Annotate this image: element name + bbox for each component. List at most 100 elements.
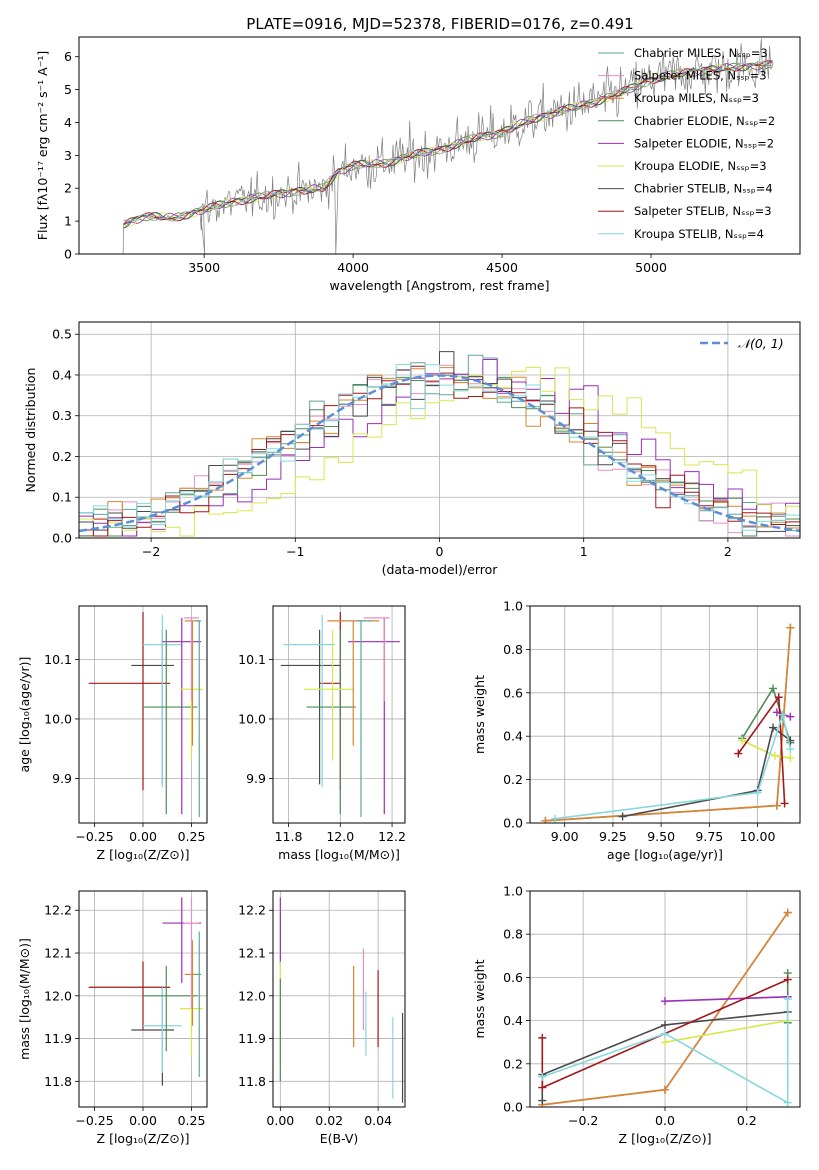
y-tick-label: 12.1 <box>44 946 72 961</box>
axes-age-vs-Z: −0.25 0.00 0.25 9.9 10.0 10.1 Z [log₁₀(Z/Z⊙)] a… <box>17 605 208 862</box>
model-spectrum-line <box>123 60 773 229</box>
weight-marker <box>538 1083 547 1092</box>
x-tick-label: 2 <box>724 544 732 559</box>
legend-entry: 𝒩(0, 1) <box>738 336 784 351</box>
histogram-steps <box>79 365 800 537</box>
weight-marker <box>661 997 669 1006</box>
spectrum-legend: Chabrier MILES, Nₛₛₚ=3 Salpeter MILES, Nₛ… <box>598 46 775 241</box>
y-tick-label: 0.6 <box>503 685 523 700</box>
x-axis-label: E(B-V) <box>320 1131 359 1146</box>
y-tick-label: 1.0 <box>503 884 523 899</box>
weight-marker <box>538 1072 547 1081</box>
y-tick-label: 0 <box>64 247 72 262</box>
weight-marker <box>774 693 783 702</box>
y-tick-label: 11.8 <box>238 1074 266 1089</box>
weight-marker <box>772 801 781 810</box>
y-tick-label: 10.0 <box>238 711 266 726</box>
y-tick-label: 10.1 <box>44 652 72 667</box>
x-tick-label: −0.25 <box>75 1113 113 1128</box>
x-tick-label: −2 <box>142 544 160 559</box>
y-axis-label: age [log₁₀(age/yr)] <box>17 657 32 773</box>
weight-marker <box>541 816 550 823</box>
y-tick-label: 9.9 <box>52 771 72 786</box>
x-axis-label: Z [log₁₀(Z/Z⊙)] <box>619 1131 712 1146</box>
x-tick-label: 1 <box>580 544 588 559</box>
y-axis-label: mass [log₁₀(M/M⊙)] <box>17 938 32 1060</box>
x-tick-label: 0.0 <box>655 1113 675 1128</box>
axes-spectrum: 3500 4000 4500 5000 0 1 2 3 4 5 6 wavelength [Angst… <box>35 36 801 293</box>
legend-entry: Kroupa STELIB, Nₛₛₚ=4 <box>634 227 764 241</box>
y-tick-label: 0.0 <box>503 816 523 831</box>
legend-entry: Salpeter STELIB, Nₛₛₚ=3 <box>634 204 772 218</box>
weight-marker <box>783 908 792 917</box>
weight-marker <box>770 751 779 760</box>
x-axis-label: Z [log₁₀(Z/Z⊙)] <box>97 1131 190 1146</box>
axes-age-vs-mass: 11.8 12.0 12.2 9.9 10.0 10.1 mass [log₁₀(M/M⊙)… <box>238 605 406 862</box>
chart-title: PLATE=0916, MJD=52378, FIBERID=0176, z=0… <box>246 15 633 33</box>
weight-marker <box>786 745 795 754</box>
histogram-steps <box>79 359 800 537</box>
model-spectrum-line <box>123 61 773 222</box>
histogram-steps <box>79 366 800 537</box>
x-axis-label: wavelength [Angstrom, rest frame] <box>329 278 549 293</box>
y-tick-label: 10.0 <box>44 711 72 726</box>
y-tick-label: 12.0 <box>44 988 72 1003</box>
plot-area-weight-vs-age <box>541 623 795 823</box>
weight-marker <box>551 814 560 823</box>
x-tick-label: 9.00 <box>551 829 579 844</box>
y-tick-label: 0.4 <box>52 367 72 382</box>
weight-marker <box>538 1096 547 1105</box>
x-tick-label: 0.25 <box>178 1113 206 1128</box>
x-tick-label: −1 <box>286 544 304 559</box>
y-tick-label: 0.8 <box>503 642 523 657</box>
y-tick-label: 4 <box>64 115 72 130</box>
weight-marker <box>786 623 795 632</box>
x-tick-label: 0.25 <box>178 829 206 844</box>
weight-marker <box>618 812 627 821</box>
weight-marker <box>786 753 795 762</box>
weight-marker <box>734 749 743 758</box>
y-tick-label: 12.1 <box>238 946 266 961</box>
legend-entry: Chabrier ELODIE, Nₛₛₚ=2 <box>634 114 775 128</box>
model-spectrum-line <box>123 62 773 225</box>
axes-weight-vs-age: 9.00 9.25 9.50 9.75 10.00 0.0 0.2 0.4 0.6 0.8 1.0 a… <box>472 599 801 862</box>
plot-area-mass-vs-Z <box>88 897 204 1086</box>
y-tick-label: 2 <box>64 181 72 196</box>
x-tick-label: 5000 <box>635 260 667 275</box>
x-tick-label: 4500 <box>486 260 518 275</box>
weight-marker <box>778 710 787 719</box>
x-axis-label: Z [log₁₀(Z/Z⊙)] <box>97 847 190 862</box>
y-tick-label: 9.9 <box>246 771 266 786</box>
y-tick-label: 11.9 <box>238 1031 266 1046</box>
x-tick-label: −0.25 <box>75 829 113 844</box>
y-tick-label: 1 <box>64 214 72 229</box>
x-tick-label: 0.04 <box>364 1113 392 1128</box>
plot-area-residuals <box>79 351 800 537</box>
x-axis-label: age [log₁₀(age/yr)] <box>607 847 723 862</box>
legend-entry: Chabrier MILES, Nₛₛₚ=3 <box>634 46 768 60</box>
y-tick-label: 0.2 <box>503 772 523 787</box>
x-tick-label: 0.00 <box>266 1113 294 1128</box>
weight-marker <box>661 1085 669 1094</box>
weight-line <box>542 999 789 1104</box>
legend-entry: Chabrier STELIB, Nₛₛₚ=4 <box>634 182 773 196</box>
histogram-steps <box>79 364 800 537</box>
y-tick-label: 0.0 <box>503 1100 523 1115</box>
weight-marker <box>661 1038 669 1047</box>
legend-entry: Salpeter ELODIE, Nₛₛₚ=2 <box>634 136 774 150</box>
y-tick-label: 0.2 <box>52 449 72 464</box>
y-tick-label: 3 <box>64 148 72 163</box>
axes-mass-vs-Z: −0.25 0.00 0.25 11.8 11.9 12.0 12.1 12.2 Z [log₁… <box>17 890 208 1146</box>
x-tick-label: 9.50 <box>647 829 675 844</box>
y-axis-label: mass weight <box>472 959 487 1038</box>
legend-entry: Kroupa ELODIE, Nₛₛₚ=3 <box>634 159 767 173</box>
plot-area-age-vs-mass <box>280 611 400 818</box>
weight-line <box>664 1019 788 1043</box>
x-tick-label: 3500 <box>188 260 220 275</box>
y-tick-label: 0.5 <box>52 327 72 342</box>
x-tick-label: 10.00 <box>740 829 776 844</box>
x-tick-label: 9.75 <box>695 829 723 844</box>
y-tick-label: 0.0 <box>52 531 72 546</box>
x-tick-label: 11.8 <box>275 829 303 844</box>
y-tick-label: 0.8 <box>503 927 523 942</box>
